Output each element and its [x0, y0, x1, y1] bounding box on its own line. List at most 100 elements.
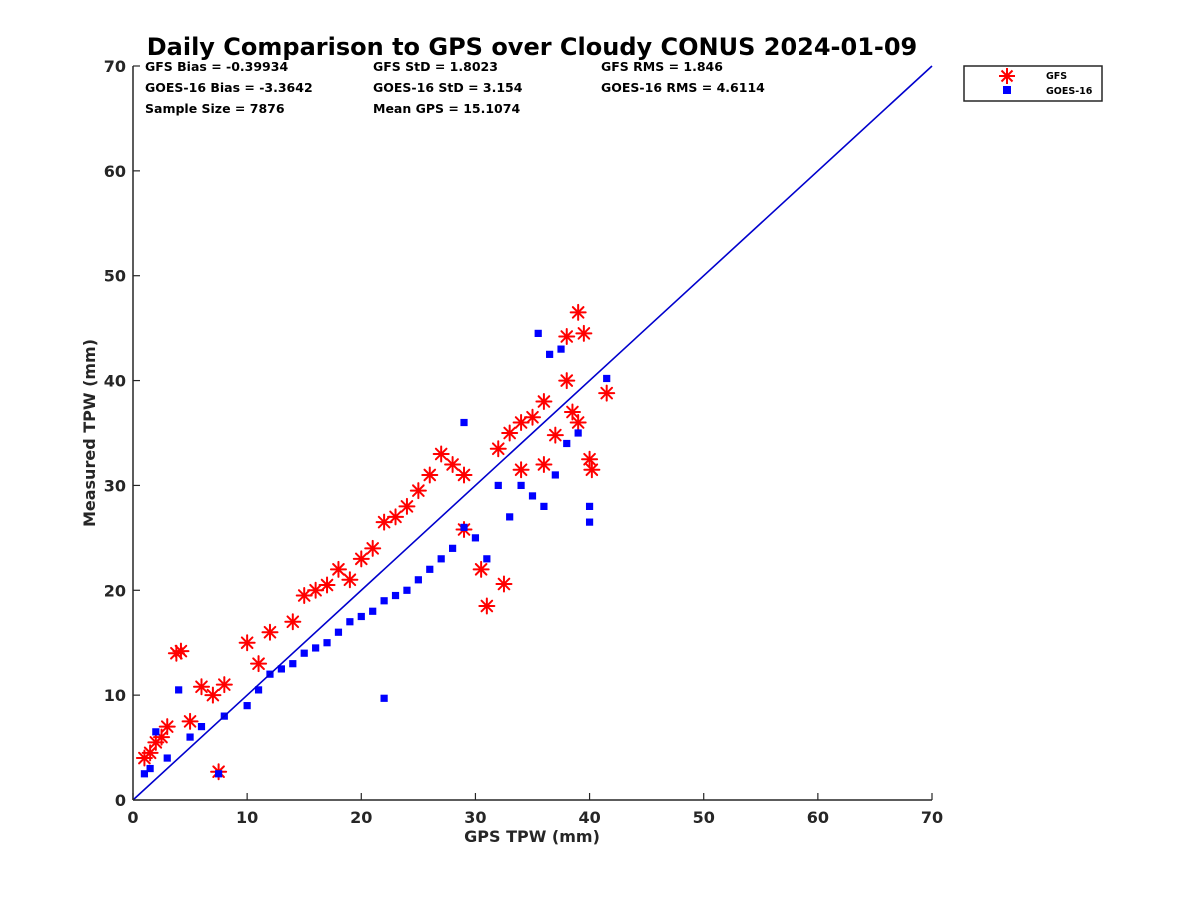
data-point-goes16 — [540, 502, 548, 510]
y-tick-label: 50 — [104, 267, 126, 286]
data-point-gfs — [204, 686, 222, 704]
x-tick-label: 20 — [350, 808, 372, 827]
data-point-gfs — [575, 324, 593, 342]
data-point-goes16 — [534, 329, 542, 337]
stat-goes16-rms: GOES-16 RMS = 4.6114 — [601, 80, 765, 95]
stat-sample-size: Sample Size = 7876 — [145, 101, 285, 116]
data-point-goes16 — [215, 770, 223, 778]
data-point-gfs — [512, 461, 530, 479]
data-point-gfs — [387, 508, 405, 526]
data-point-goes16 — [289, 660, 297, 668]
y-tick-label: 60 — [104, 162, 126, 181]
data-point-gfs — [489, 440, 507, 458]
data-point-gfs — [472, 560, 490, 578]
data-point-goes16 — [243, 702, 251, 710]
data-point-gfs — [181, 712, 199, 730]
data-point-gfs — [295, 587, 313, 605]
data-point-gfs — [375, 513, 393, 531]
x-tick-label: 60 — [807, 808, 829, 827]
data-point-gfs — [421, 466, 439, 484]
data-point-goes16 — [471, 534, 480, 542]
data-point-gfs — [307, 581, 325, 599]
data-point-gfs — [329, 560, 347, 578]
data-point-gfs — [581, 450, 599, 468]
data-point-gfs — [535, 393, 553, 411]
data-point-goes16 — [323, 639, 331, 647]
data-point-gfs — [558, 328, 576, 346]
data-point-goes16 — [437, 555, 445, 563]
data-point-gfs — [524, 408, 541, 426]
data-point-goes16 — [140, 770, 149, 778]
data-point-gfs — [558, 372, 576, 390]
data-point-goes16 — [517, 481, 525, 490]
data-point-goes16 — [460, 418, 468, 427]
data-point-gfs — [495, 575, 513, 593]
data-point-goes16 — [152, 728, 160, 736]
data-point-goes16 — [414, 576, 422, 584]
data-point-goes16 — [494, 481, 502, 490]
chart-title: Daily Comparison to GPS over Cloudy CONU… — [147, 33, 918, 61]
data-point-goes16 — [391, 591, 400, 600]
data-point-gfs — [583, 461, 601, 479]
data-point-goes16 — [346, 618, 354, 626]
data-point-gfs — [501, 424, 519, 442]
data-point-gfs — [352, 550, 370, 568]
data-point-goes16 — [483, 555, 491, 563]
data-point-goes16 — [426, 565, 434, 573]
data-point-gfs — [250, 655, 268, 673]
data-point-goes16 — [334, 628, 343, 636]
data-point-gfs — [478, 597, 496, 615]
y-tick-label: 10 — [104, 686, 126, 705]
data-point-gfs — [341, 571, 359, 589]
data-point-goes16 — [197, 723, 206, 731]
data-point-gfs — [546, 426, 564, 444]
legend-marker-gfs — [999, 68, 1015, 84]
stats-block: GFS Bias = -0.39934 GFS StD = 1.8023 GFS… — [145, 59, 765, 116]
data-point-gfs — [535, 455, 553, 473]
plot-area: 0 10 20 30 40 50 60 70 0 10 20 30 40 50 60 70 — [104, 57, 943, 827]
data-point-gfs — [238, 634, 256, 652]
x-tick-label: 70 — [921, 808, 943, 827]
data-point-goes16 — [528, 492, 537, 500]
data-point-goes16 — [163, 754, 171, 762]
data-point-goes16 — [369, 607, 377, 615]
data-point-gfs — [569, 414, 587, 432]
x-tick-label: 50 — [693, 808, 715, 827]
stat-goes16-bias: GOES-16 Bias = -3.3642 — [145, 80, 313, 95]
x-tick-label: 30 — [464, 808, 486, 827]
y-tick-label: 20 — [104, 581, 126, 600]
stat-gfs-std: GFS StD = 1.8023 — [373, 59, 498, 74]
data-point-goes16 — [546, 350, 554, 358]
data-point-gfs — [444, 455, 462, 473]
stat-goes16-std: GOES-16 StD = 3.154 — [373, 80, 523, 95]
stat-gfs-rms: GFS RMS = 1.846 — [601, 59, 723, 74]
y-tick-label: 40 — [104, 372, 126, 391]
data-point-goes16 — [300, 649, 308, 657]
data-point-gfs — [261, 623, 279, 641]
data-point-goes16 — [449, 544, 457, 552]
data-point-goes16 — [146, 764, 154, 773]
data-point-goes16 — [603, 374, 611, 383]
legend-label-goes16: GOES-16 — [1046, 86, 1093, 97]
data-point-gfs — [569, 303, 587, 321]
y-axis-label: Measured TPW (mm) — [80, 339, 99, 527]
data-point-gfs — [432, 445, 450, 463]
x-tick-label: 0 — [127, 808, 138, 827]
stat-mean-gps: Mean GPS = 15.1074 — [373, 101, 520, 116]
data-point-goes16 — [585, 518, 594, 526]
y-tick-label: 70 — [104, 57, 126, 76]
data-point-goes16 — [574, 429, 582, 437]
data-point-goes16 — [254, 686, 263, 694]
y-axis-ticks: 0 10 20 30 40 50 60 70 — [104, 57, 140, 810]
data-point-goes16 — [403, 586, 411, 594]
data-point-gfs — [158, 718, 176, 736]
x-axis-label: GPS TPW (mm) — [464, 827, 600, 846]
data-point-goes16 — [563, 439, 571, 448]
data-point-goes16 — [585, 502, 594, 510]
data-point-gfs — [598, 384, 616, 402]
data-point-goes16 — [551, 471, 559, 479]
data-point-goes16 — [186, 733, 194, 741]
y-tick-label: 0 — [115, 791, 126, 810]
data-point-goes16 — [460, 523, 468, 531]
